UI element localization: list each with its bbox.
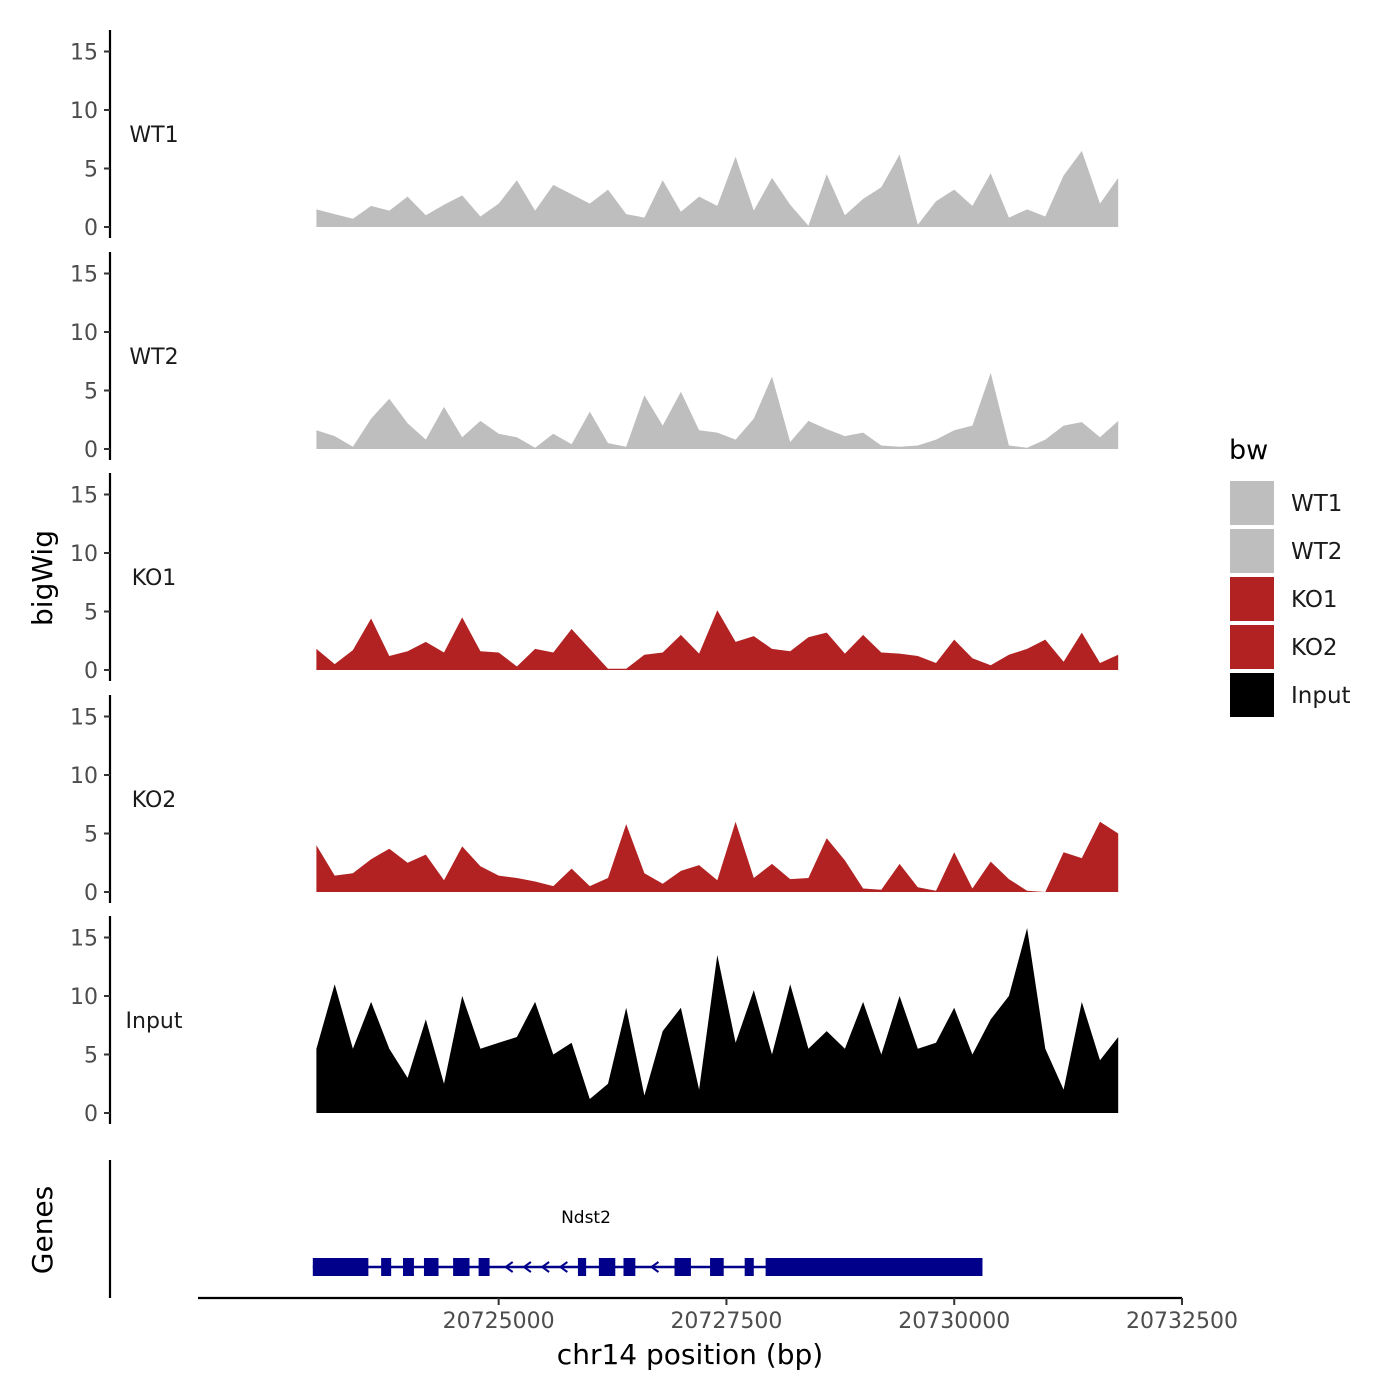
y-tick-label: 0 (84, 438, 98, 463)
legend-entry-ko2: KO2 (1230, 625, 1338, 669)
track-wt2: 0 5 10 15 WT2 (70, 252, 1119, 463)
y-tick-label: 15 (70, 706, 98, 731)
gene-exon (744, 1258, 754, 1276)
legend-entry-wt1: WT1 (1230, 481, 1342, 525)
legend-key (1230, 529, 1274, 573)
legend-key (1230, 577, 1274, 621)
legend-label: WT1 (1291, 491, 1342, 517)
signal-area-ko1 (316, 610, 1119, 670)
signal-area-ko2 (316, 821, 1119, 892)
legend-key (1230, 481, 1274, 525)
gene-exon (312, 1258, 369, 1276)
strand-arrow (649, 1261, 660, 1273)
x-tick-label: 20730000 (898, 1309, 1010, 1334)
y-tick-label: 0 (84, 881, 98, 906)
gene-exon (710, 1258, 724, 1276)
gene-exon (674, 1258, 691, 1276)
legend-key (1230, 625, 1274, 669)
gene-exon (453, 1258, 470, 1276)
legend-entry-input: Input (1230, 673, 1351, 717)
y-tick-label: 5 (84, 1044, 98, 1069)
gene-exon (423, 1258, 439, 1276)
gene-exon (598, 1258, 616, 1276)
x-axis: 20725000 20727500 20730000 20732500 (198, 1296, 1238, 1334)
track-label-ko2: KO2 (132, 788, 177, 813)
legend-label: WT2 (1291, 539, 1342, 565)
y-tick-label: 15 (70, 41, 98, 66)
signal-area-input (316, 928, 1119, 1113)
genes-axis-title: Genes (26, 1186, 59, 1274)
gene-exon (765, 1258, 983, 1276)
x-tick-label: 20725000 (443, 1309, 555, 1334)
track-label-input: Input (126, 1009, 183, 1034)
y-tick-label: 15 (70, 484, 98, 509)
strand-arrow (503, 1261, 514, 1273)
track-label-wt1: WT1 (129, 123, 178, 148)
y-tick-label: 0 (84, 216, 98, 241)
legend-entry-wt2: WT2 (1230, 529, 1342, 573)
gene-exon (478, 1258, 490, 1276)
y-tick-label: 10 (70, 321, 98, 346)
x-tick-label: 20727500 (670, 1309, 782, 1334)
legend-entry-ko1: KO1 (1230, 577, 1338, 621)
y-tick-label: 5 (84, 158, 98, 183)
legend-label: KO1 (1291, 587, 1338, 613)
y-tick-label: 10 (70, 985, 98, 1010)
gene-name-label: Ndst2 (561, 1208, 611, 1228)
track-wt1: 0 5 10 15 WT1 (70, 30, 1119, 241)
genes-panel: Ndst2 (108, 1160, 983, 1298)
gene-exon (403, 1258, 414, 1276)
y-tick-label: 5 (84, 601, 98, 626)
track-input: 0 5 10 15 Input (70, 916, 1119, 1127)
x-tick-label: 20732500 (1126, 1309, 1238, 1334)
y-tick-label: 15 (70, 927, 98, 952)
bigwig-tracks: 0 5 10 15 WT1 0 5 10 15 WT2 0 5 10 15 KO1 0 5 10 15 KO2 0 5 10… (70, 30, 1119, 1127)
x-axis-title: chr14 position (bp) (557, 1338, 823, 1371)
y-tick-label: 0 (84, 659, 98, 684)
track-ko1: 0 5 10 15 KO1 (70, 473, 1119, 684)
y-tick-label: 10 (70, 99, 98, 124)
strand-arrow (558, 1261, 568, 1273)
gene-exon (577, 1258, 587, 1276)
gene-exon (623, 1258, 636, 1276)
legend: bw WT1 WT2 KO1 KO2 Input (1229, 435, 1351, 717)
track-ko2: 0 5 10 15 KO2 (70, 695, 1119, 906)
y-tick-label: 5 (84, 823, 98, 848)
gene-exon (381, 1258, 392, 1276)
y-tick-label: 0 (84, 1102, 98, 1127)
y-tick-label: 10 (70, 542, 98, 567)
legend-title: bw (1229, 435, 1268, 466)
y-tick-label: 15 (70, 263, 98, 288)
y-axis-title: bigWig (26, 530, 59, 626)
y-tick-label: 5 (84, 380, 98, 405)
track-label-wt2: WT2 (129, 345, 178, 370)
legend-label: Input (1291, 683, 1351, 709)
signal-area-wt2 (316, 372, 1119, 449)
legend-key (1230, 673, 1274, 717)
strand-arrow (522, 1261, 532, 1273)
y-tick-label: 10 (70, 764, 98, 789)
signal-area-wt1 (316, 150, 1119, 227)
strand-arrow (540, 1261, 550, 1273)
legend-label: KO2 (1291, 635, 1338, 661)
track-label-ko1: KO1 (132, 566, 177, 591)
